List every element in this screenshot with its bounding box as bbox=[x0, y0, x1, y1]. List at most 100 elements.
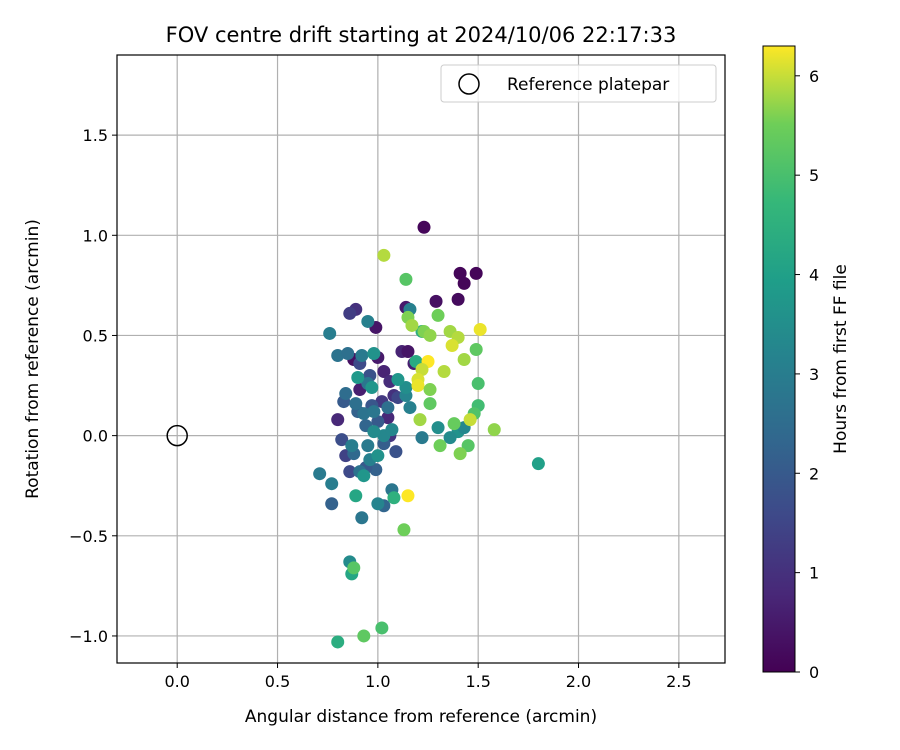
y-tick-label: −0.5 bbox=[69, 527, 108, 546]
data-point bbox=[399, 381, 413, 395]
data-point bbox=[433, 439, 447, 453]
data-point bbox=[445, 338, 459, 352]
data-point bbox=[431, 308, 445, 322]
data-point bbox=[415, 431, 429, 445]
data-point bbox=[349, 397, 363, 411]
x-axis-label: Angular distance from reference (arcmin) bbox=[245, 707, 597, 727]
data-points bbox=[166, 220, 545, 649]
data-point bbox=[389, 445, 403, 459]
data-point bbox=[325, 497, 339, 511]
colorbar: 0 1 2 3 4 5 6 Hours from first FF file bbox=[762, 45, 851, 682]
data-point bbox=[381, 401, 395, 415]
colorbar-tick-label: 5 bbox=[809, 166, 819, 185]
data-point bbox=[451, 292, 465, 306]
colorbar-label: Hours from first FF file bbox=[831, 264, 851, 454]
data-point bbox=[437, 365, 451, 379]
data-point bbox=[397, 523, 411, 537]
chart-title: FOV centre drift starting at 2024/10/06 … bbox=[166, 23, 677, 47]
data-point bbox=[447, 417, 461, 431]
data-point bbox=[343, 306, 357, 320]
axes: 0.0 0.5 1.0 1.5 2.0 2.5 −1.0 −0.5 0.0 0.5 1.0 1.5 bbox=[69, 54, 726, 691]
data-point bbox=[401, 489, 415, 503]
data-point bbox=[423, 397, 437, 411]
data-point bbox=[375, 621, 389, 635]
y-tick-label: −1.0 bbox=[69, 627, 108, 646]
colorbar-ticks: 0 1 2 3 4 5 6 bbox=[795, 67, 819, 682]
data-point bbox=[461, 439, 475, 453]
data-point bbox=[473, 322, 487, 336]
data-point bbox=[355, 511, 369, 525]
data-point bbox=[357, 629, 371, 643]
data-point bbox=[361, 314, 375, 328]
x-tick-label: 1.0 bbox=[365, 672, 390, 691]
data-point bbox=[357, 469, 371, 483]
colorbar-tick-label: 3 bbox=[809, 365, 819, 384]
data-point bbox=[423, 328, 437, 342]
data-point bbox=[367, 425, 381, 439]
data-point bbox=[377, 365, 391, 379]
y-tick-label: 1.5 bbox=[83, 126, 108, 145]
data-point bbox=[371, 497, 385, 511]
data-point bbox=[339, 387, 353, 401]
legend: Reference platepar bbox=[440, 64, 717, 103]
data-point bbox=[403, 401, 417, 415]
data-point bbox=[323, 326, 337, 340]
y-tick-label: 1.0 bbox=[83, 226, 108, 245]
colorbar-tick-label: 1 bbox=[809, 564, 819, 583]
data-point bbox=[429, 294, 443, 308]
data-point bbox=[349, 489, 363, 503]
data-point bbox=[345, 439, 359, 453]
data-point bbox=[331, 348, 345, 362]
data-point bbox=[313, 467, 327, 481]
data-point bbox=[371, 415, 385, 429]
data-point bbox=[387, 491, 401, 505]
data-point bbox=[381, 411, 395, 425]
data-point bbox=[385, 423, 399, 437]
data-point bbox=[457, 276, 471, 290]
data-point bbox=[487, 423, 501, 437]
legend-marker-open-circle bbox=[458, 73, 480, 95]
data-point bbox=[417, 220, 431, 234]
legend-entry-label: Reference platepar bbox=[507, 75, 669, 95]
colorbar-tick-label: 2 bbox=[809, 464, 819, 483]
y-tick-label: 0.0 bbox=[83, 427, 108, 446]
x-tick-label: 0.0 bbox=[164, 672, 189, 691]
data-point bbox=[423, 383, 437, 397]
data-point bbox=[347, 561, 361, 575]
data-point bbox=[335, 433, 349, 447]
colorbar-tick-label: 6 bbox=[809, 67, 819, 86]
data-point bbox=[399, 272, 413, 286]
data-point bbox=[367, 346, 381, 360]
data-point bbox=[365, 381, 379, 395]
y-axis-label: Rotation from reference (arcmin) bbox=[23, 219, 43, 499]
data-point bbox=[457, 353, 471, 367]
data-point bbox=[357, 407, 371, 421]
data-point bbox=[377, 248, 391, 262]
data-point bbox=[371, 449, 385, 463]
data-point bbox=[531, 457, 545, 471]
y-tick-label: 0.5 bbox=[83, 326, 108, 345]
x-tick-label: 2.5 bbox=[666, 672, 691, 691]
x-tick-label: 1.5 bbox=[465, 672, 490, 691]
data-point bbox=[369, 463, 383, 477]
plot-frame bbox=[116, 54, 726, 664]
colorbar-tick-label: 0 bbox=[809, 663, 819, 682]
data-point bbox=[411, 379, 425, 393]
data-point bbox=[343, 465, 357, 479]
data-point bbox=[453, 266, 467, 280]
data-point bbox=[415, 363, 429, 377]
data-point bbox=[453, 447, 467, 461]
data-point bbox=[413, 413, 427, 427]
data-point bbox=[341, 346, 355, 360]
data-point bbox=[469, 266, 483, 280]
data-point bbox=[469, 342, 483, 356]
data-point bbox=[355, 348, 369, 362]
data-point bbox=[325, 477, 339, 491]
colorbar-tick-label: 4 bbox=[809, 266, 819, 285]
colorbar-gradient bbox=[762, 45, 796, 673]
data-point bbox=[463, 413, 477, 427]
data-point bbox=[443, 431, 457, 445]
data-point bbox=[471, 377, 485, 391]
